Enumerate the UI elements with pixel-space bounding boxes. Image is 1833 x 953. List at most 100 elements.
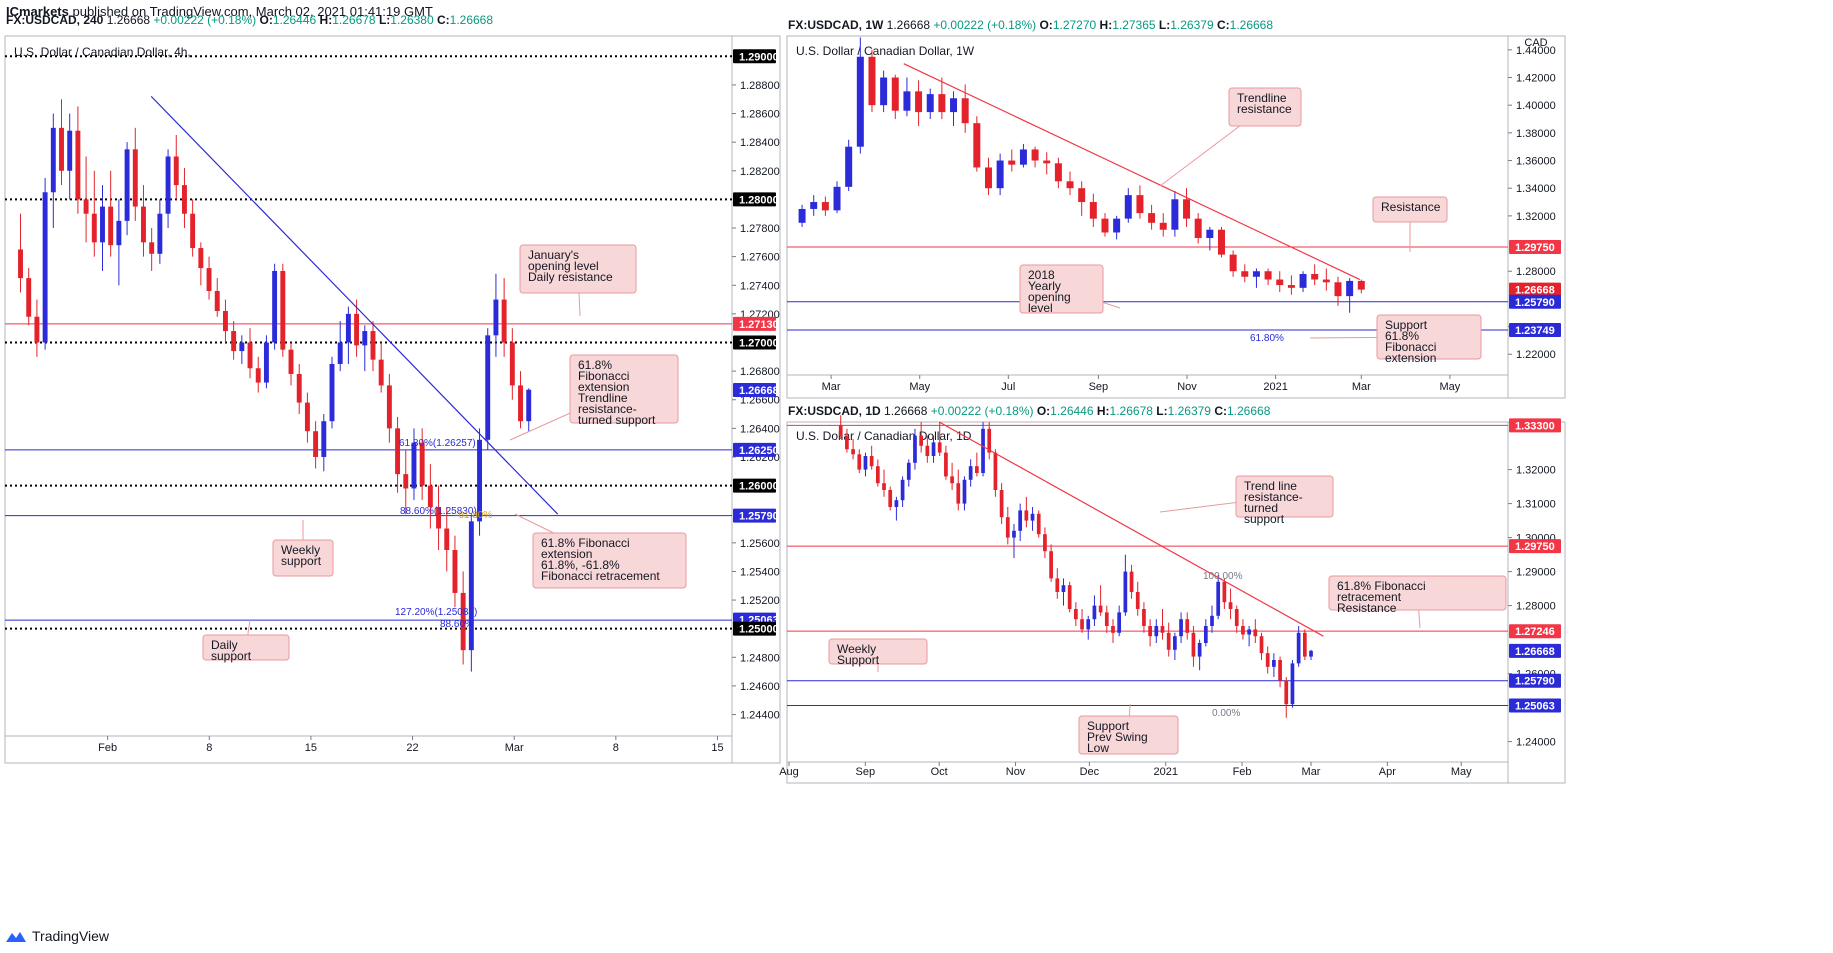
price-tag-bg bbox=[1509, 282, 1561, 297]
trendline[interactable] bbox=[903, 63, 1361, 281]
candle bbox=[477, 428, 482, 536]
annotation-callout[interactable]: 2018 Yearly opening level bbox=[1019, 264, 1121, 315]
candle bbox=[59, 99, 64, 186]
trendline[interactable] bbox=[150, 95, 559, 515]
candle bbox=[1043, 152, 1051, 175]
candle bbox=[181, 167, 187, 229]
x-tick-label: 8 bbox=[206, 742, 212, 754]
annotation-callout[interactable]: 61.8% Fibonacci extension 61.8%, -61.8% Fib… bbox=[514, 513, 687, 589]
price-tag[interactable]: 1.33300 bbox=[1509, 418, 1561, 433]
candle-body bbox=[1043, 160, 1051, 164]
price-tag[interactable]: 1.25063 bbox=[1509, 698, 1561, 713]
price-tag[interactable]: 1.27000 bbox=[733, 335, 779, 350]
candle-body bbox=[181, 185, 187, 214]
price-tag[interactable]: 1.28000 bbox=[733, 192, 779, 207]
publisher-header: ICmarkets published on TradingView.com, … bbox=[6, 4, 433, 19]
candle-body bbox=[1229, 254, 1237, 272]
candle-body bbox=[950, 476, 954, 484]
annotation-callout[interactable]: Trend line resistance-turned support bbox=[1159, 475, 1334, 526]
candle-body bbox=[984, 167, 992, 189]
candle-body bbox=[838, 425, 843, 436]
price-tag[interactable]: 1.27246 bbox=[1509, 624, 1561, 639]
candle-body bbox=[1179, 619, 1183, 637]
callout-text: Weekly support bbox=[281, 543, 322, 568]
chart-panel-d1[interactable]: FX:USDCAD, 1D 1.26668 +0.00222 (+0.18%) … bbox=[779, 404, 1566, 784]
price-tag[interactable]: 1.25063 bbox=[733, 612, 779, 627]
candle bbox=[973, 116, 981, 172]
publisher-name[interactable]: ICmarkets bbox=[6, 4, 69, 19]
candle bbox=[518, 371, 523, 429]
candle-body bbox=[1228, 602, 1233, 609]
candle bbox=[984, 157, 992, 196]
symbol-infobar[interactable]: FX:USDCAD, 1W 1.26668 +0.00222 (+0.18%) … bbox=[788, 18, 1273, 32]
price-tag[interactable]: 1.29750 bbox=[1509, 539, 1561, 554]
price-tag[interactable]: 1.25790 bbox=[1509, 673, 1561, 688]
candle bbox=[1234, 605, 1239, 633]
price-tag[interactable]: 1.29750 bbox=[1509, 240, 1561, 255]
tradingview-brand[interactable]: TradingView bbox=[6, 928, 109, 944]
candle bbox=[247, 328, 253, 379]
price-tag[interactable]: 1.25790 bbox=[733, 508, 779, 523]
price-tag[interactable]: 1.26000 bbox=[733, 478, 779, 493]
x-tick-label: 8 bbox=[613, 742, 619, 754]
callout-text: Trendline resistance bbox=[1237, 91, 1292, 116]
callout-line: turned bbox=[1244, 501, 1278, 515]
annotation-callout[interactable]: Weekly Support bbox=[828, 638, 928, 672]
annotation-callout[interactable]: Resistance bbox=[1372, 196, 1448, 252]
candle bbox=[288, 342, 294, 386]
price-tag[interactable]: 1.26668 bbox=[1509, 643, 1561, 658]
chart-panel-h4[interactable]: FX:USDCAD, 240 1.26668 +0.00222 (+0.18%)… bbox=[4, 13, 781, 764]
publish-info: published on TradingView.com, March 02, … bbox=[68, 4, 433, 19]
candle-body bbox=[403, 474, 409, 489]
annotation-callout[interactable]: Trendline resistance bbox=[1159, 87, 1302, 187]
candle-body bbox=[255, 368, 261, 383]
candle-body bbox=[247, 342, 253, 369]
price-tag[interactable]: 1.26668 bbox=[733, 383, 779, 398]
trendline[interactable] bbox=[938, 421, 1324, 637]
annotation-callout[interactable]: Daily support bbox=[202, 619, 290, 663]
candle bbox=[863, 452, 868, 477]
symbol-infobar[interactable]: FX:USDCAD, 1D 1.26668 +0.00222 (+0.18%) … bbox=[788, 404, 1271, 418]
candle-body bbox=[857, 454, 862, 470]
candle-body bbox=[1357, 280, 1365, 290]
candle bbox=[50, 113, 56, 229]
candle-body bbox=[1154, 626, 1159, 637]
annotation-callout[interactable]: Support Prev Swing Low bbox=[1078, 703, 1179, 755]
callout-text: Daily support bbox=[211, 638, 252, 663]
candle bbox=[1089, 193, 1097, 227]
candle-body bbox=[1166, 632, 1171, 650]
price-tag[interactable]: 1.29000 bbox=[733, 49, 779, 64]
candle-body bbox=[501, 299, 507, 343]
candle bbox=[239, 335, 245, 364]
callout-pointer bbox=[514, 513, 610, 561]
x-tick-label: 15 bbox=[711, 742, 723, 754]
candle bbox=[1191, 626, 1196, 667]
candle-body bbox=[198, 248, 204, 269]
price-tag-label: 1.27000 bbox=[739, 337, 779, 349]
y-tick-label: 1.31000 bbox=[1516, 499, 1556, 511]
candle bbox=[214, 278, 220, 317]
annotation-callout[interactable]: Support 61.8% Fibonacci extension bbox=[1309, 314, 1482, 365]
infobar-symbol: FX:USDCAD, 1D bbox=[788, 404, 884, 418]
candle bbox=[950, 462, 954, 490]
annotation-callout[interactable]: January's opening level Daily resistance bbox=[519, 244, 637, 317]
candle-body bbox=[91, 213, 97, 243]
annotation-callout[interactable]: Weekly support bbox=[272, 520, 334, 577]
annotation-callout[interactable]: 61.8% Fibonacci retracement Resistance bbox=[1328, 575, 1507, 629]
annotation-callout[interactable]: 61.8% Fibonacci extension Trendline resistan… bbox=[509, 354, 679, 441]
price-tag[interactable]: 1.25000 bbox=[733, 621, 779, 636]
price-tag[interactable]: 1.25790 bbox=[1509, 294, 1561, 309]
candle-body bbox=[798, 208, 806, 223]
x-tick-label: 22 bbox=[406, 742, 418, 754]
callout-line: Support bbox=[1087, 719, 1130, 733]
price-tag[interactable]: 1.23749 bbox=[1509, 323, 1561, 338]
price-tag[interactable]: 1.26250 bbox=[733, 442, 779, 457]
price-tag[interactable]: 1.27130 bbox=[733, 316, 779, 331]
candle-body bbox=[987, 428, 992, 453]
callout-text: Resistance bbox=[1381, 200, 1441, 214]
callout-line: resistance bbox=[1237, 102, 1292, 116]
price-tag-bg bbox=[733, 49, 776, 64]
price-tag[interactable]: 1.26668 bbox=[1509, 282, 1561, 297]
chart-panel-w1[interactable]: FX:USDCAD, 1W 1.26668 +0.00222 (+0.18%) … bbox=[786, 18, 1566, 399]
